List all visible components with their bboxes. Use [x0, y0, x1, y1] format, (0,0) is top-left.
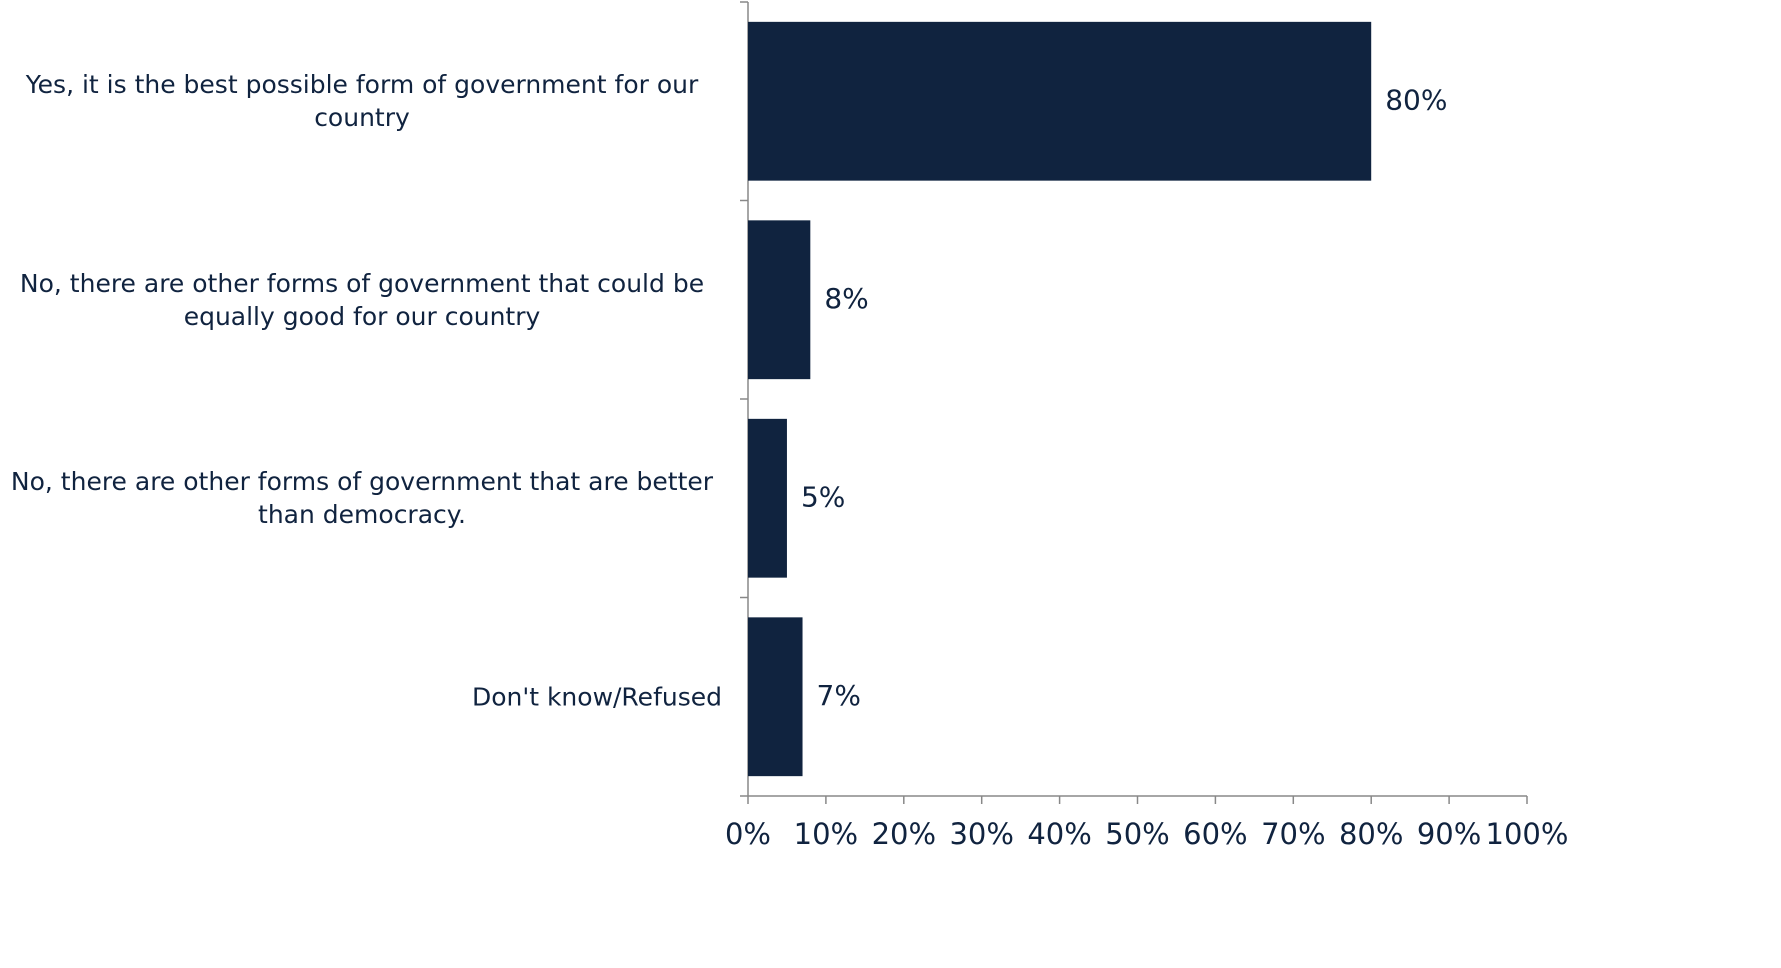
bar	[748, 418, 787, 578]
value-label: 5%	[801, 480, 845, 513]
x-tick-label: 20%	[872, 817, 936, 851]
x-tick-label: 90%	[1417, 817, 1481, 851]
bar	[748, 220, 811, 380]
x-tick-label: 60%	[1183, 817, 1247, 851]
x-tick-label: 30%	[949, 817, 1013, 851]
category-label: Yes, it is the best possible form of gov…	[25, 70, 699, 133]
x-tick-label: 10%	[794, 817, 858, 851]
category-label: No, there are other forms of government …	[19, 268, 705, 331]
x-tick-label: 40%	[1027, 817, 1091, 851]
x-tick-label: 100%	[1486, 817, 1569, 851]
bar	[748, 617, 803, 777]
category-label: Don't know/Refused	[471, 682, 722, 712]
bar	[748, 21, 1372, 181]
x-tick-label: 0%	[725, 817, 771, 851]
x-tick-label: 50%	[1105, 817, 1169, 851]
x-tick-label: 70%	[1261, 817, 1325, 851]
x-tick-label: 80%	[1339, 817, 1403, 851]
category-label: No, there are other forms of government …	[10, 467, 714, 530]
value-label: 7%	[817, 679, 861, 712]
value-label: 80%	[1385, 83, 1447, 116]
value-label: 8%	[824, 282, 868, 315]
